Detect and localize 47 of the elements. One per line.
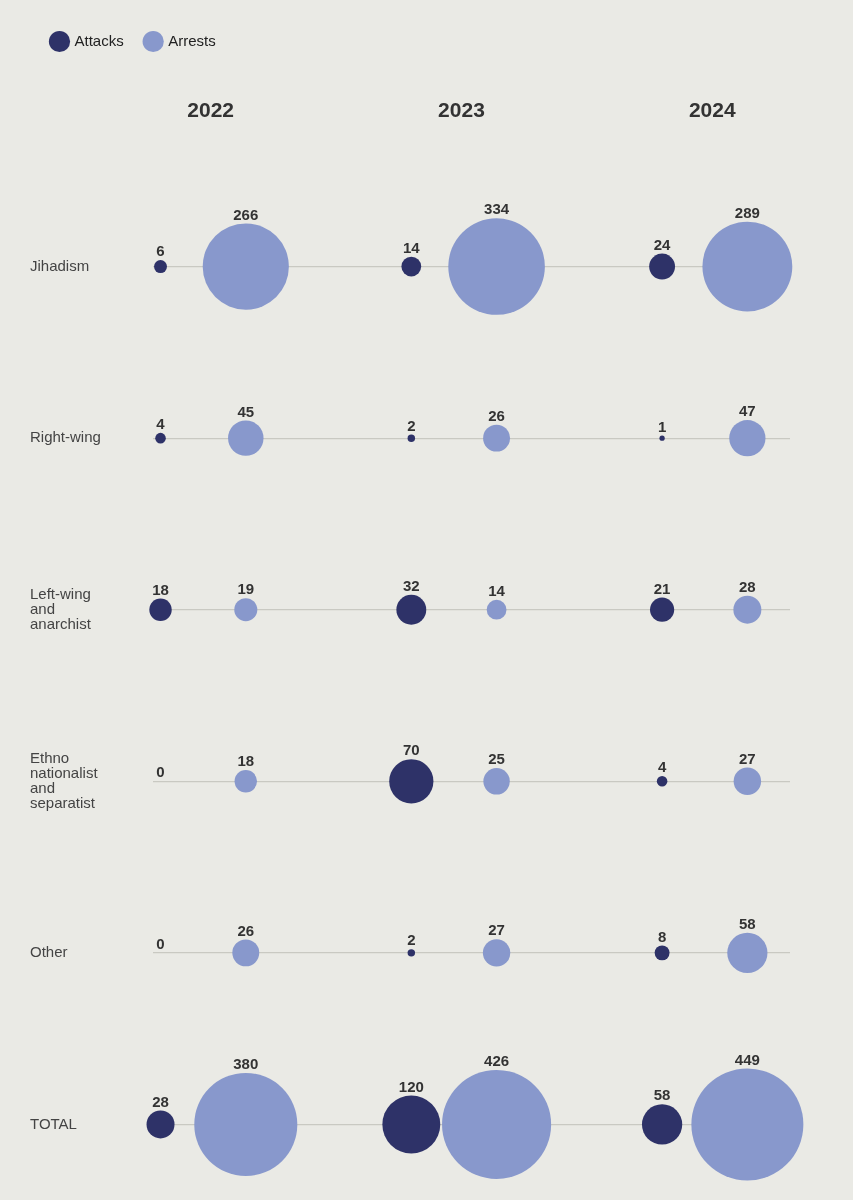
category-label: Jihadism [30, 256, 90, 274]
data-label: 19 [237, 580, 255, 598]
data-label: 18 [237, 752, 255, 770]
data-label: 18 [152, 580, 169, 598]
data-label: 8 [657, 927, 667, 945]
data-label: 120 [398, 1077, 424, 1095]
data-label: 32 [402, 576, 420, 594]
text: 2022 [187, 98, 235, 122]
data-label: 26 [488, 406, 505, 424]
data-label: 0 [156, 935, 165, 953]
category-label: Ethno nationalist and separatist [30, 748, 99, 811]
category-label: Right-wing [30, 428, 101, 446]
data-label: 289 [734, 203, 760, 221]
text: 2024 [688, 98, 736, 122]
data-label: 266 [233, 205, 259, 223]
data-label: 334 [484, 200, 510, 218]
data-label: 27 [488, 921, 505, 939]
legend-label: Arrests [168, 31, 216, 49]
data-label: 14 [402, 238, 421, 256]
data-label: 4 [657, 758, 667, 776]
data-label: 2 [407, 931, 416, 949]
data-label: 47 [739, 402, 756, 420]
data-label: 26 [237, 921, 255, 939]
data-label: 28 [739, 577, 756, 595]
data-label: 58 [739, 914, 756, 932]
data-label: 28 [152, 1092, 169, 1110]
data-label: 449 [734, 1050, 760, 1068]
data-label: 21 [653, 579, 671, 597]
data-label: 27 [739, 749, 756, 767]
category-label: Left-wing and anarchist [30, 584, 92, 632]
data-label: 380 [233, 1055, 259, 1073]
category-label: Other [30, 943, 68, 961]
category-label: TOTAL [30, 1114, 77, 1132]
legend-label: Attacks [74, 31, 124, 49]
data-label: 4 [156, 415, 166, 432]
data-label: 14 [488, 581, 506, 599]
data-label: 0 [156, 763, 165, 781]
data-label: 25 [488, 750, 505, 768]
data-label: 6 [156, 242, 165, 260]
data-label: 426 [484, 1052, 510, 1070]
data-label: 45 [237, 402, 255, 420]
data-label: 1 [657, 417, 667, 435]
text: 2023 [438, 98, 485, 122]
data-label: 70 [402, 741, 420, 759]
data-label: 2 [407, 416, 416, 434]
data-label: 58 [653, 1086, 671, 1104]
data-label: 24 [653, 235, 672, 253]
